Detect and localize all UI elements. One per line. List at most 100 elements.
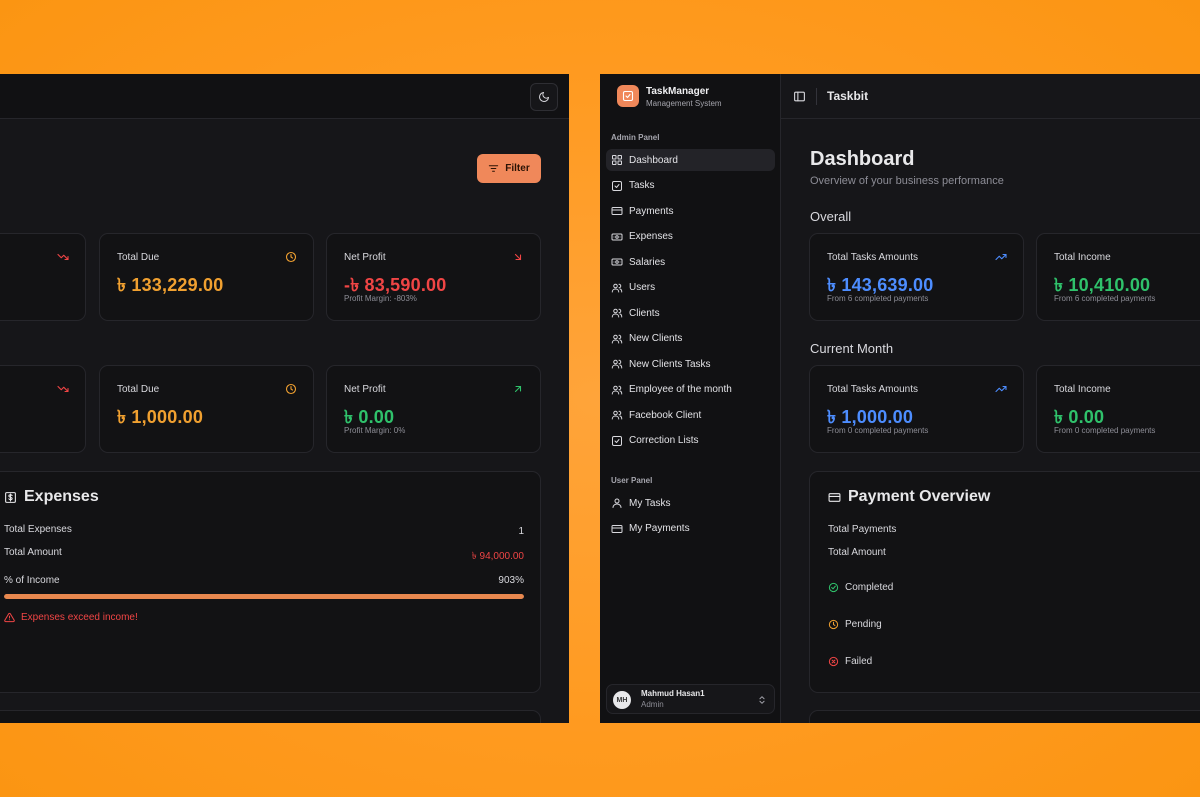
check-circle-icon: [828, 582, 839, 593]
net-profit-card: Net Profit -৳ 83,590.00 Profit Margin: -…: [326, 233, 541, 321]
sidebar-item-dashboard[interactable]: Dashboard: [606, 149, 775, 171]
user-menu[interactable]: MH Mahmud Hasan1 Admin: [606, 684, 775, 714]
sidebar-item-payments[interactable]: Payments: [606, 200, 775, 222]
total-due-card: Total Due ৳ 1,000.00: [99, 365, 314, 453]
card-value: ৳ 10,410.00: [1054, 275, 1151, 295]
card-value: ৳ 1,000.00: [827, 407, 914, 427]
card-subtitle: From 6 completed payments: [827, 294, 929, 303]
sidebar-item-label: Payments: [629, 205, 674, 217]
card-value: ৳ 0.00: [1054, 407, 1105, 427]
clock-icon: [285, 383, 297, 395]
sidebar-item-label: Facebook Client: [629, 409, 702, 421]
clock-icon: [828, 619, 839, 630]
user-icon: [612, 498, 622, 508]
sidebar-toggle-icon[interactable]: [793, 90, 806, 103]
warning-text: Expenses exceed income!: [21, 612, 138, 623]
row-label: Pending: [845, 619, 882, 630]
total-amount-row: Total Amount ৳ 94,000.00: [4, 547, 524, 562]
sidebar-item-label: My Tasks: [629, 497, 671, 509]
users-icon: [611, 410, 623, 420]
sidebar-item-facebook-client[interactable]: Facebook Client: [606, 404, 775, 426]
trend-down-icon: [57, 253, 69, 261]
sidebar-item-label: Users: [629, 282, 656, 293]
sidebar-item-new-clients-tasks[interactable]: New Clients Tasks: [606, 353, 775, 375]
total-expenses-row: Total Expenses 1: [4, 524, 524, 537]
checkbox-icon: [612, 180, 622, 191]
row-label: % of Income: [4, 575, 60, 586]
card-value: ৳ 1,000.00: [117, 407, 204, 427]
row-value: 1: [518, 526, 524, 537]
sidebar-item-label: Employee of the month: [629, 384, 732, 395]
grid-icon: [612, 155, 622, 165]
sidebar-item-tasks[interactable]: Tasks: [606, 175, 775, 197]
sidebar-item-salaries[interactable]: Salaries: [606, 251, 775, 273]
theme-toggle-button[interactable]: [530, 83, 558, 111]
payment-overview-card: Payment Overview Total Payments Total Am…: [809, 471, 1200, 693]
total-amount-row: Total Amount: [828, 547, 886, 558]
credit-card-icon: [828, 492, 841, 502]
next-card-partial: [0, 710, 541, 723]
credit-card-icon: [611, 524, 623, 533]
sidebar-item-label: Expenses: [629, 231, 673, 242]
total-tasks-amounts-card: Total Tasks Amounts ৳ 143,639.00 From 6 …: [809, 233, 1024, 321]
net-profit-card: Net Profit ৳ 0.00 Profit Margin: 0%: [326, 365, 541, 453]
admin-panel-label: Admin Panel: [611, 133, 660, 142]
filter-button-label: Filter: [505, 163, 530, 174]
brand-logo[interactable]: [617, 85, 639, 107]
row-label: Total Payments: [828, 524, 897, 535]
page-title: Dashboard: [810, 148, 915, 170]
sidebar-item-my-tasks[interactable]: My Tasks: [606, 492, 775, 514]
sidebar-item-my-payments[interactable]: My Payments: [606, 518, 775, 540]
trend-down-icon: [57, 385, 69, 393]
row-value: ৳ 94,000.00: [471, 551, 524, 562]
x-circle-icon: [828, 656, 839, 667]
sidebar-item-new-clients[interactable]: New Clients: [606, 328, 775, 350]
card-title: Total Tasks Amounts: [827, 252, 918, 263]
arrow-down-right-icon: [514, 253, 522, 261]
dollar-square-icon: [5, 491, 16, 503]
row-label: Total Expenses: [4, 524, 72, 535]
sidebar-item-expenses[interactable]: Expenses: [606, 226, 775, 248]
user-name: Mahmud Hasan1: [641, 689, 705, 698]
credit-card-icon: [611, 207, 623, 215]
filter-icon: [489, 165, 499, 172]
card-title: Total Due: [117, 384, 160, 395]
card-subtitle: From 0 completed payments: [827, 426, 929, 435]
stat-card-partial: [0, 233, 86, 321]
users-icon: [611, 308, 623, 318]
card-value: ৳ 143,639.00: [827, 275, 934, 295]
left-dashboard-panel: Filter Total Due ৳ 133,229.00 Net Profit…: [0, 74, 569, 723]
chevrons-up-down-icon: [759, 696, 765, 704]
sidebar-item-employee-of-the-month[interactable]: Employee of the month: [606, 379, 775, 401]
filter-button[interactable]: Filter: [477, 154, 541, 183]
header-title: Taskbit: [827, 89, 869, 103]
progress-fill: [4, 594, 524, 599]
sidebar-item-correction-lists[interactable]: Correction Lists: [606, 430, 775, 452]
income-progress-bar: [4, 594, 524, 599]
moon-icon: [539, 92, 549, 102]
right-dashboard-panel: TaskManager Management System Admin Pane…: [600, 74, 1200, 723]
card-value: -৳ 83,590.00: [344, 275, 447, 295]
pct-income-row: % of Income 903%: [4, 575, 524, 586]
sidebar-item-label: Clients: [629, 307, 660, 319]
sidebar-item-label: My Payments: [629, 523, 690, 534]
pending-row: Pending: [828, 619, 882, 630]
card-title: Net Profit: [344, 252, 386, 263]
banknote-icon: [611, 233, 623, 240]
check-square-icon: [622, 90, 634, 102]
page-subtitle: Overview of your business performance: [810, 175, 1004, 187]
sidebar-item-users[interactable]: Users: [606, 277, 775, 299]
expenses-title-text: Expenses: [24, 488, 99, 505]
completed-row: Completed: [828, 582, 893, 593]
sidebar-item-label: New Clients: [629, 333, 683, 344]
avatar: MH: [613, 691, 631, 709]
expenses-title: Expenses: [4, 488, 99, 506]
banknote-icon: [611, 258, 623, 266]
card-subtitle: From 6 completed payments: [1054, 294, 1156, 303]
sidebar-item-label: Correction Lists: [629, 435, 699, 446]
payment-overview-title-text: Payment Overview: [848, 488, 991, 505]
sidebar-item-clients[interactable]: Clients: [606, 302, 775, 324]
card-title: Total Tasks Amounts: [827, 384, 918, 395]
card-value: ৳ 133,229.00: [117, 275, 224, 295]
sidebar-item-label: Salaries: [629, 256, 666, 268]
